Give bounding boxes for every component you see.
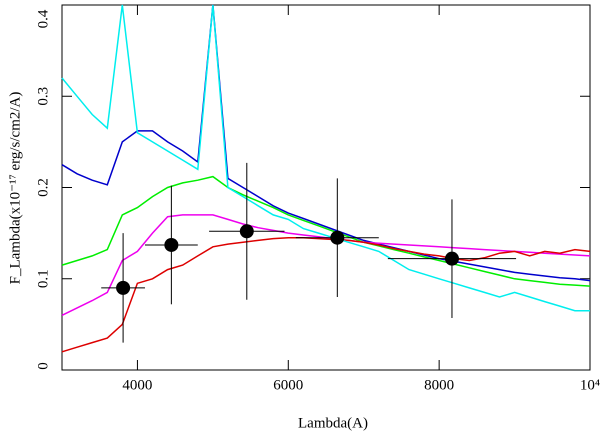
series-line [61, 214, 591, 316]
data-point [164, 237, 179, 252]
data-point [116, 280, 131, 295]
data-point [444, 251, 459, 266]
data-point [330, 230, 345, 245]
y-tick-label: 0.4 [35, 9, 51, 28]
y-tick-label: 0 [35, 362, 51, 370]
x-tick-label: 4000 [122, 377, 152, 393]
y-tick-label: 0.3 [35, 87, 51, 106]
y-tick-label: 0.2 [35, 178, 51, 197]
x-tick-label: 8000 [424, 377, 454, 393]
series-line [61, 4, 590, 312]
x-tick-label: 10⁴ [580, 377, 600, 393]
series-line [61, 4, 591, 282]
y-tick-label: 0.1 [35, 269, 51, 288]
series-line [61, 175, 591, 287]
series-line [61, 236, 591, 353]
x-axis-label: Lambda(A) [298, 415, 368, 431]
data-point [239, 224, 254, 239]
x-tick-label: 6000 [273, 377, 303, 393]
plot-frame [61, 4, 591, 371]
y-axis-label: F_Lambda(x10⁻¹⁷ erg/s/cm2/A) [7, 92, 23, 285]
